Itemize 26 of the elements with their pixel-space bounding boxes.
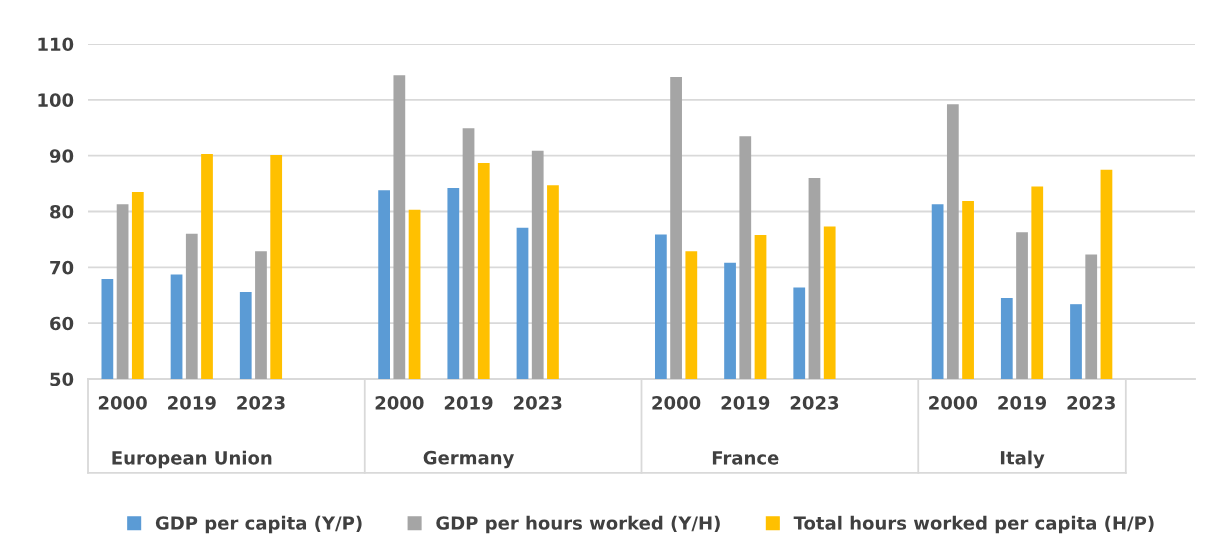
x-tick-label: 2000	[929, 395, 978, 410]
x-tick-label: 2000	[375, 395, 424, 410]
x-tick-label: 2000	[98, 395, 147, 410]
x-tick-label: 2023	[1067, 395, 1115, 410]
y-tick-label: 60	[50, 316, 74, 331]
y-tick-label: 100	[38, 93, 74, 107]
x-tick-label: 2023	[237, 395, 285, 410]
text: Italy	[1000, 450, 1045, 469]
x-tick-label: 2019	[721, 395, 770, 410]
x-tick-label: 2023	[790, 395, 839, 410]
x-tick-label: 2000	[652, 395, 701, 410]
text: France	[712, 451, 779, 465]
legend-label: GDP per hours worked (Y/H)	[436, 515, 720, 534]
y-tick-label: 70	[50, 260, 74, 275]
text: Germany	[423, 450, 514, 469]
y-tick-label: 80	[50, 204, 74, 219]
y-tick-label: 50	[50, 372, 74, 387]
text: European Union	[112, 450, 272, 469]
y-tick-label: 90	[49, 149, 74, 163]
x-tick-label: 2019	[168, 395, 216, 410]
x-tick-label: 2019	[444, 395, 493, 410]
y-tick-label: 110	[38, 37, 74, 52]
x-tick-label: 2019	[998, 395, 1046, 410]
legend-label: Total hours worked per capita (H/P)	[793, 515, 1154, 534]
x-tick-label: 2023	[514, 395, 562, 410]
legend-label: GDP per capita (Y/P)	[155, 515, 362, 534]
